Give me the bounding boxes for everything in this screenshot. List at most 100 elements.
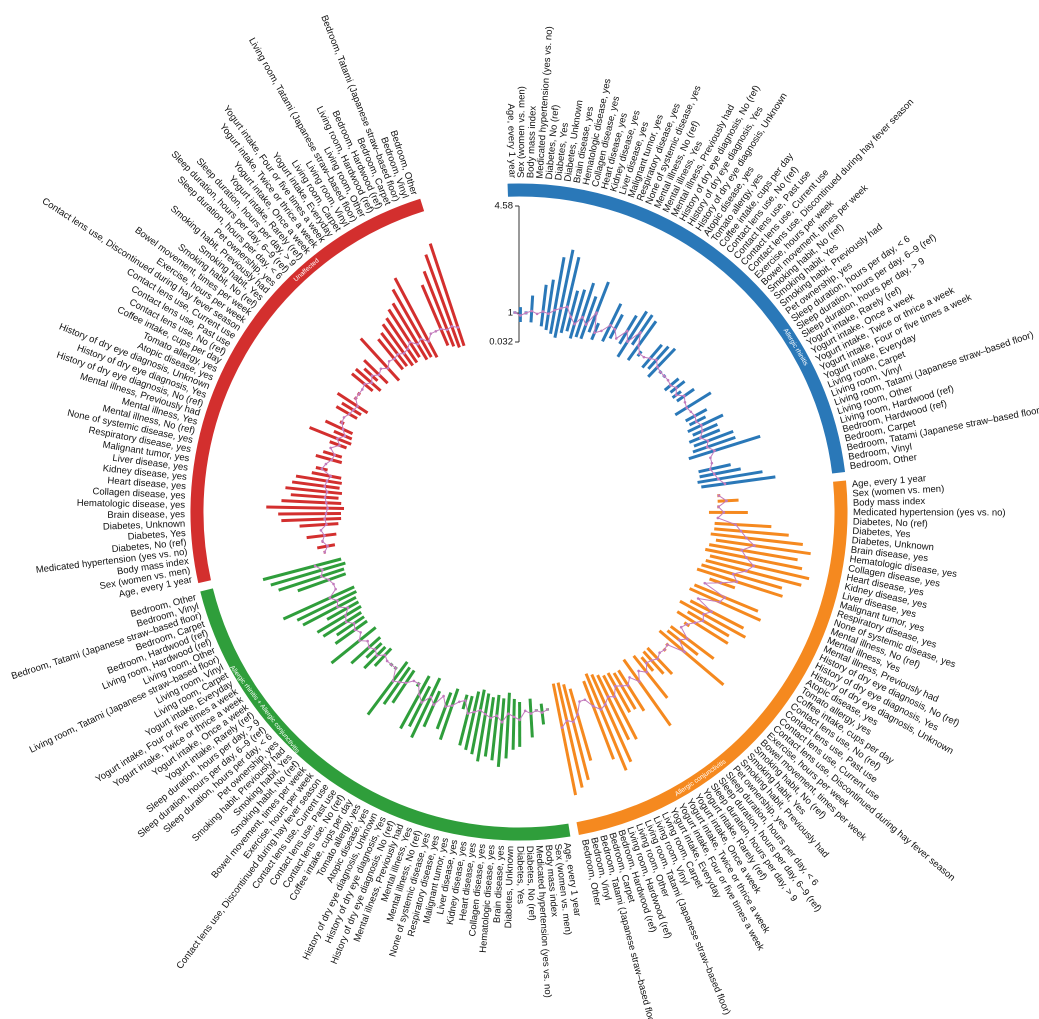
estimate-point [319,529,323,532]
estimate-point [375,654,379,657]
estimate-point [386,367,390,370]
ci-bar [387,308,421,359]
estimate-point [360,388,364,391]
ci-bar [684,408,708,423]
estimate-point [325,523,328,526]
estimate-point [740,548,743,552]
estimate-point [439,327,443,331]
estimate-point [370,381,373,385]
category-label: Age, every 1 year [505,104,518,179]
estimate-point [417,693,421,696]
ci-bar [606,672,632,713]
ci-bar [539,703,546,725]
category-label: Diabetes, Unknown [103,519,186,533]
estimate-point [581,315,584,319]
estimate-point [578,700,581,703]
ci-bar [715,538,811,556]
ci-bar [316,605,362,634]
estimate-point [541,310,545,313]
estimate-point [701,619,705,623]
estimate-point [325,490,329,494]
estimate-point [584,323,588,326]
estimate-point [613,327,617,331]
ci-bar [717,498,739,503]
estimate-point [326,506,329,510]
estimate-point [739,529,743,533]
ci-bar [399,675,431,730]
ci-bar [330,626,377,665]
estimate-point [717,494,721,497]
estimate-point [603,703,607,706]
estimate-point [329,474,333,478]
estimate-point [416,342,419,346]
estimate-point [398,680,401,684]
ci-bar [385,317,419,364]
ci-bar [708,543,798,562]
ci-bar [692,422,718,437]
ci-bar [464,691,481,751]
estimate-point [434,329,438,333]
estimate-point [745,569,748,573]
estimate-point [648,357,652,360]
ci-bar [710,532,803,546]
sector-ring [200,588,571,841]
estimate-point [716,516,720,520]
category-label: Sex (women vs. men) [852,484,944,500]
estimate-point [628,676,631,679]
estimate-point [656,365,659,369]
ci-bar [322,611,363,638]
ci-bar [391,288,433,358]
estimate-point [396,352,400,356]
ci-bar [539,284,548,327]
estimate-point [524,311,528,315]
ci-bar [704,547,803,571]
estimate-point [336,599,339,602]
ci-bar [642,650,665,675]
estimate-point [703,581,707,585]
ci-bar [311,471,342,480]
ci-bar [380,332,409,368]
ci-bar [640,656,655,672]
ci-bar [601,303,623,343]
estimate-point [450,325,454,328]
ci-bar [329,440,348,450]
ci-bar [470,689,486,755]
estimate-point [576,713,579,716]
ci-bar [438,688,460,741]
ci-bar [296,590,358,622]
ci-bar [422,270,456,347]
estimate-point [466,712,470,715]
ci-bar [382,666,411,705]
ci-bar [544,279,555,331]
estimate-point [639,331,642,334]
estimate-point [725,499,728,503]
estimate-point [683,401,687,404]
estimate-point [663,648,666,652]
estimate-point [569,315,573,319]
axis-tick-label: 4.58 [495,201,514,212]
ci-bar [596,674,631,741]
ci-bar [617,669,646,712]
estimate-point [313,564,317,568]
estimate-point [593,331,596,335]
estimate-point [529,712,533,715]
estimate-point [530,309,533,313]
ci-bar [698,463,731,474]
estimate-point [583,698,587,702]
estimate-point [659,370,662,374]
ci-bar [326,600,360,621]
sector-ring [576,480,848,835]
estimate-point [614,337,618,340]
estimate-point [334,587,337,591]
estimate-point [675,386,678,390]
category-label: Brain disease, yes [492,845,507,923]
ci-bar [688,434,761,461]
estimate-point [642,355,646,359]
estimate-point [323,484,327,488]
ci-bar [697,470,763,484]
estimate-point [559,307,563,310]
ci-bar [574,282,596,338]
ci-bar [551,683,578,796]
ci-bar [373,647,393,667]
